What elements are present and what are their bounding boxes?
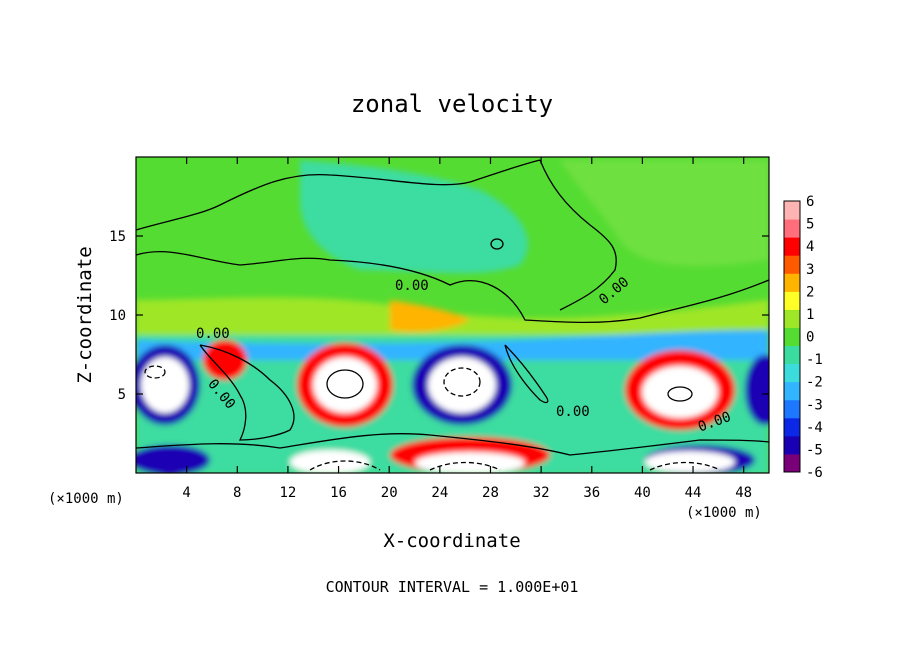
colorbar-swatch	[784, 255, 800, 274]
contour-label: 0.00	[395, 278, 429, 294]
colorbar-tick-label: 4	[806, 239, 814, 255]
colorbar-tick-label: 6	[806, 194, 814, 210]
colorbar-tick-label: -1	[806, 352, 823, 368]
colorbar-swatch	[784, 435, 800, 455]
y-tick-label: 15	[109, 229, 126, 245]
plot-area: 0.00 0.00 0.00 0.00 0.00 0.00	[136, 157, 769, 473]
colorbar: 6 5 4 3 2 1 0 -1 -2 -3 -4 -5 -6	[783, 194, 823, 481]
colorbar-tick-label: -4	[806, 420, 823, 436]
contour-core-1	[326, 369, 364, 399]
field-upper-cyan	[300, 160, 528, 274]
contour-core-neg-2	[144, 365, 166, 379]
x-tick-label: 12	[279, 485, 296, 501]
colorbar-tick-label: -2	[806, 375, 823, 391]
x-tick-label: 44	[685, 485, 702, 501]
colorbar-swatch	[784, 399, 800, 419]
x-axis-label: X-coordinate	[383, 530, 520, 552]
contour-lines	[136, 159, 769, 471]
colorbar-swatch	[784, 417, 800, 437]
colorbar-swatch	[784, 237, 800, 256]
contour-zero-upper	[136, 251, 769, 324]
lobe-neg-3	[745, 355, 769, 425]
contour-interval-note: CONTOUR INTERVAL = 1.000E+01	[326, 578, 579, 596]
contour-bottom	[136, 433, 769, 456]
x-tick-label: 28	[482, 485, 499, 501]
x-tick-label: 20	[381, 485, 398, 501]
x-tick-label: 16	[330, 485, 347, 501]
x-unit-right: (×1000 m)	[686, 505, 762, 521]
contour-zero-top	[136, 159, 617, 311]
lobe-pos-3	[203, 340, 247, 380]
x-tick-label: 24	[431, 485, 448, 501]
colorbar-swatch	[784, 381, 800, 401]
field-mid-orange	[390, 300, 470, 332]
colorbar-tick-label: -6	[806, 465, 823, 481]
x-tick-label: 8	[233, 485, 241, 501]
x-unit-left: (×1000 m)	[48, 491, 124, 507]
y-axis-label: Z-coordinate	[74, 246, 96, 383]
x-tick-label: 36	[583, 485, 600, 501]
contour-core-2	[667, 386, 693, 402]
core-3	[428, 357, 496, 413]
core-5	[290, 450, 370, 473]
contour-core-neg-1	[443, 367, 481, 397]
colorbar-swatch	[784, 309, 800, 328]
colorbar-swatch	[784, 327, 800, 347]
colorbar-swatch	[784, 345, 800, 365]
colorbar-frame	[783, 200, 801, 473]
colorbar-tick-label: 5	[806, 217, 814, 233]
x-tick-label: 32	[533, 485, 550, 501]
y-tick-label: 10	[109, 308, 126, 324]
colorbar-swatch	[784, 291, 800, 310]
contour-label: 0.00	[196, 326, 230, 342]
contour-bottom-dashed	[309, 460, 721, 471]
velocity-field	[136, 160, 769, 473]
y-tick-label: 5	[118, 387, 126, 403]
lobe-neg-4	[136, 445, 210, 473]
colorbar-tick-label: 3	[806, 262, 814, 278]
colorbar-tick-label: 2	[806, 284, 814, 300]
colorbar-swatch	[784, 453, 800, 473]
colorbar-swatch	[784, 201, 800, 220]
x-tick-label: 48	[735, 485, 752, 501]
core-1	[313, 357, 377, 413]
x-tick-label: 4	[182, 485, 190, 501]
contour-label: 0.00	[556, 404, 590, 420]
x-tick-label: 40	[634, 485, 651, 501]
y-ticks: 5 10 15	[109, 229, 769, 403]
field-upper-green-right	[560, 160, 769, 266]
contour-loop-1	[199, 344, 295, 441]
colorbar-swatch	[784, 273, 800, 292]
colorbar-tick-label: 1	[806, 307, 814, 323]
colorbar-swatch	[784, 219, 800, 238]
colorbar-tick-label: -3	[806, 397, 823, 413]
contour-ring-small	[490, 238, 504, 250]
colorbar-tick-label: -5	[806, 442, 823, 458]
colorbar-swatch	[784, 363, 800, 383]
core-2	[642, 366, 718, 418]
contour-loop-2	[504, 344, 549, 404]
chart-title: zonal velocity	[351, 90, 553, 118]
x-ticks: 4 8 12 16 20 24 28 32 36 40 44 48	[182, 157, 752, 501]
colorbar-tick-label: 0	[806, 330, 814, 346]
field-lower-blue-band	[136, 330, 769, 360]
core-4	[141, 357, 189, 413]
